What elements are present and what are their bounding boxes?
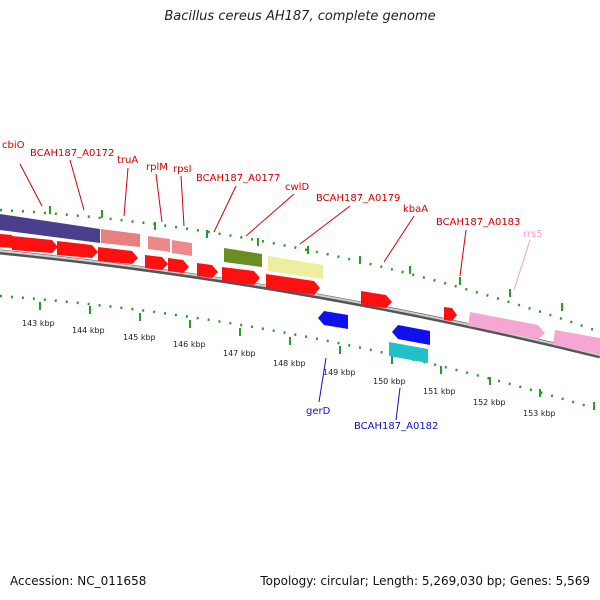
kbp-label: 147 kbp <box>223 349 256 358</box>
feature-rrs5-a <box>468 312 545 339</box>
kbp-label: 144 kbp <box>72 326 105 335</box>
forward-genes <box>0 234 457 321</box>
gene-label-cbiO: cbiO <box>2 140 25 151</box>
kbp-label: 143 kbp <box>22 319 55 328</box>
feature-BCAH187_A0182-block <box>389 342 428 363</box>
top-label-leaders <box>19 159 467 277</box>
gene-label-cwlD: cwlD <box>285 182 309 193</box>
feature-rpsI-block <box>172 240 192 256</box>
feature-gerD <box>318 311 348 329</box>
feature-rrs5-b <box>553 330 600 354</box>
gene-label-BCAH187_A0179: BCAH187_A0179 <box>316 193 400 204</box>
kbp-label: 146 kbp <box>173 340 206 349</box>
accession-text: Accession: NC_011658 <box>10 574 147 588</box>
feature-rplM-block <box>148 236 170 252</box>
genome-summary-text: Topology: circular; Length: 5,269,030 bp… <box>260 574 590 588</box>
gene-label-rpsI: rpsI <box>173 164 192 175</box>
gene-label-BCAH187_A0172: BCAH187_A0172 <box>30 148 114 159</box>
feature-BCAH187_A0182-reverse <box>392 325 430 345</box>
outer-major-ticks <box>49 206 563 311</box>
kbp-label: 150 kbp <box>373 377 406 386</box>
inner-major-ticks <box>39 302 595 410</box>
kbp-label: 145 kbp <box>123 333 156 342</box>
feature-cbiO-block <box>0 214 100 243</box>
gene-label-BCAH187_A0177: BCAH187_A0177 <box>196 173 280 184</box>
feature-BCAH187_A0177-block <box>224 248 262 267</box>
feature-BCAH187_A0172-block <box>101 229 140 247</box>
genome-title: Bacillus cereus AH187, complete genome <box>164 9 436 24</box>
kbp-label: 149 kbp <box>323 368 356 377</box>
kbp-label: 152 kbp <box>473 398 506 407</box>
feature-cwlD-block <box>268 256 323 279</box>
rrs5-leader <box>513 239 531 291</box>
gene-label-BCAH187_A0183: BCAH187_A0183 <box>436 217 520 228</box>
gene-label-BCAH187_A0182: BCAH187_A0182 <box>354 421 438 432</box>
kbp-label: 153 kbp <box>523 409 556 418</box>
bottom-label-leaders <box>318 357 401 421</box>
gene-label-rplM: rplM <box>146 162 168 173</box>
gene-label-kbaA: kbaA <box>403 204 428 215</box>
gene-label-gerD: gerD <box>306 406 331 417</box>
gene-label-truA: truA <box>117 155 138 166</box>
gene-label-rrs5: rrs5 <box>523 229 543 240</box>
kbp-label: 151 kbp <box>423 387 456 396</box>
kbp-label: 148 kbp <box>273 359 306 368</box>
